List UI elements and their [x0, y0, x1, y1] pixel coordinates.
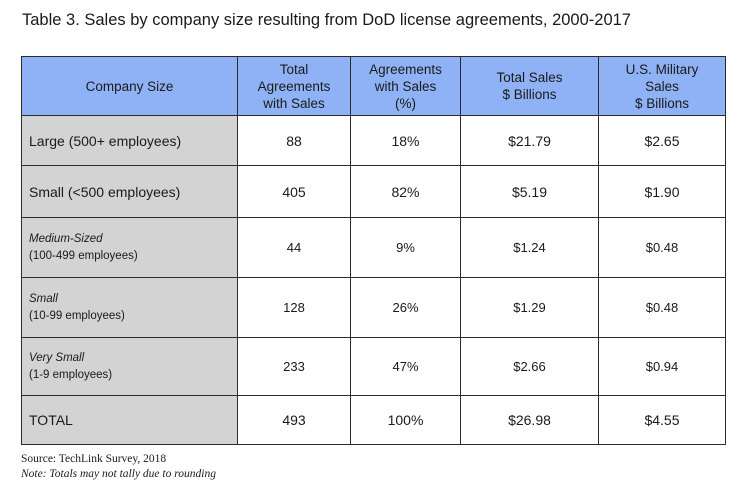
total-agreements: 493: [237, 395, 351, 445]
cell-agreements: 405: [237, 165, 351, 218]
cell-agreements: 128: [237, 277, 351, 338]
cell-military-sales: $0.94: [598, 337, 726, 396]
header-line: Sales: [645, 78, 679, 94]
row-label: Small (<500 employees): [21, 165, 238, 218]
table-row: Large (500+ employees) 88 18% $21.79 $2.…: [21, 115, 726, 166]
table-row: Small (10-99 employees) 128 26% $1.29 $0…: [21, 277, 726, 338]
cell-total-sales: $21.79: [460, 115, 599, 166]
row-label: Medium-Sized (100-499 employees): [21, 217, 238, 278]
cell-military-sales: $1.90: [598, 165, 726, 218]
cell-percent: 82%: [350, 165, 461, 218]
total-percent: 100%: [350, 395, 461, 445]
cell-total-sales: $2.66: [460, 337, 599, 396]
header-line: (%): [395, 95, 416, 111]
row-label-name: Very Small: [29, 351, 85, 364]
header-total-agreements: Total Agreements with Sales: [237, 56, 351, 116]
header-line: $ Billions: [634, 95, 690, 111]
header-company-size: Company Size: [21, 56, 238, 116]
cell-percent: 47%: [350, 337, 461, 396]
table-title: Table 3. Sales by company size resulting…: [22, 11, 631, 29]
total-military-sales: $4.55: [598, 395, 726, 445]
header-total-sales: Total Sales $ Billions: [460, 56, 599, 116]
row-label: Small (10-99 employees): [21, 277, 238, 338]
cell-percent: 18%: [350, 115, 461, 166]
table-row: Medium-Sized (100-499 employees) 44 9% $…: [21, 217, 726, 278]
total-row: TOTAL 493 100% $26.98 $4.55: [21, 395, 726, 445]
header-line: Total Sales: [496, 70, 563, 85]
row-label-range: (10-99 employees): [29, 309, 125, 322]
table-footer: Source: TechLink Survey, 2018 Note: Tota…: [21, 452, 216, 482]
sales-table: Company Size Total Agreements with Sales…: [21, 56, 726, 445]
row-label-range: (1-9 employees): [29, 368, 113, 381]
cell-agreements: 44: [237, 217, 351, 278]
cell-military-sales: $0.48: [598, 277, 726, 338]
cell-total-sales: $1.24: [460, 217, 599, 278]
row-label-range: (100-499 employees): [29, 249, 138, 262]
header-line: Company Size: [85, 78, 174, 94]
header-row: Company Size Total Agreements with Sales…: [21, 56, 726, 116]
header-agreements-percent: Agreements with Sales (%): [350, 56, 461, 116]
header-line: Agreements: [257, 78, 331, 94]
cell-agreements: 88: [237, 115, 351, 166]
cell-military-sales: $0.48: [598, 217, 726, 278]
header-line: Total: [279, 61, 309, 77]
source-line: Source: TechLink Survey, 2018: [21, 453, 167, 465]
row-label: Very Small (1-9 employees): [21, 337, 238, 396]
header-line: Agreements: [369, 61, 442, 77]
note-line: Note: Totals may not tally due to roundi…: [21, 468, 216, 480]
total-total-sales: $26.98: [460, 395, 599, 445]
cell-percent: 9%: [350, 217, 461, 278]
header-military-sales: U.S. Military Sales $ Billions: [598, 56, 726, 116]
cell-percent: 26%: [350, 277, 461, 338]
cell-total-sales: $5.19: [460, 165, 599, 218]
table-row: Small (<500 employees) 405 82% $5.19 $1.…: [21, 165, 726, 218]
header-line: $ Billions: [502, 87, 557, 102]
cell-total-sales: $1.29: [460, 277, 599, 338]
row-label-name: Medium-Sized: [29, 232, 103, 245]
cell-agreements: 233: [237, 337, 351, 396]
header-line: with Sales: [263, 95, 325, 111]
header-line: U.S. Military: [625, 61, 699, 77]
row-label: Large (500+ employees): [21, 115, 238, 166]
cell-military-sales: $2.65: [598, 115, 726, 166]
header-line: with Sales: [374, 78, 437, 94]
table-row: Very Small (1-9 employees) 233 47% $2.66…: [21, 337, 726, 396]
row-label-name: Small: [29, 292, 58, 305]
total-label: TOTAL: [21, 395, 238, 445]
